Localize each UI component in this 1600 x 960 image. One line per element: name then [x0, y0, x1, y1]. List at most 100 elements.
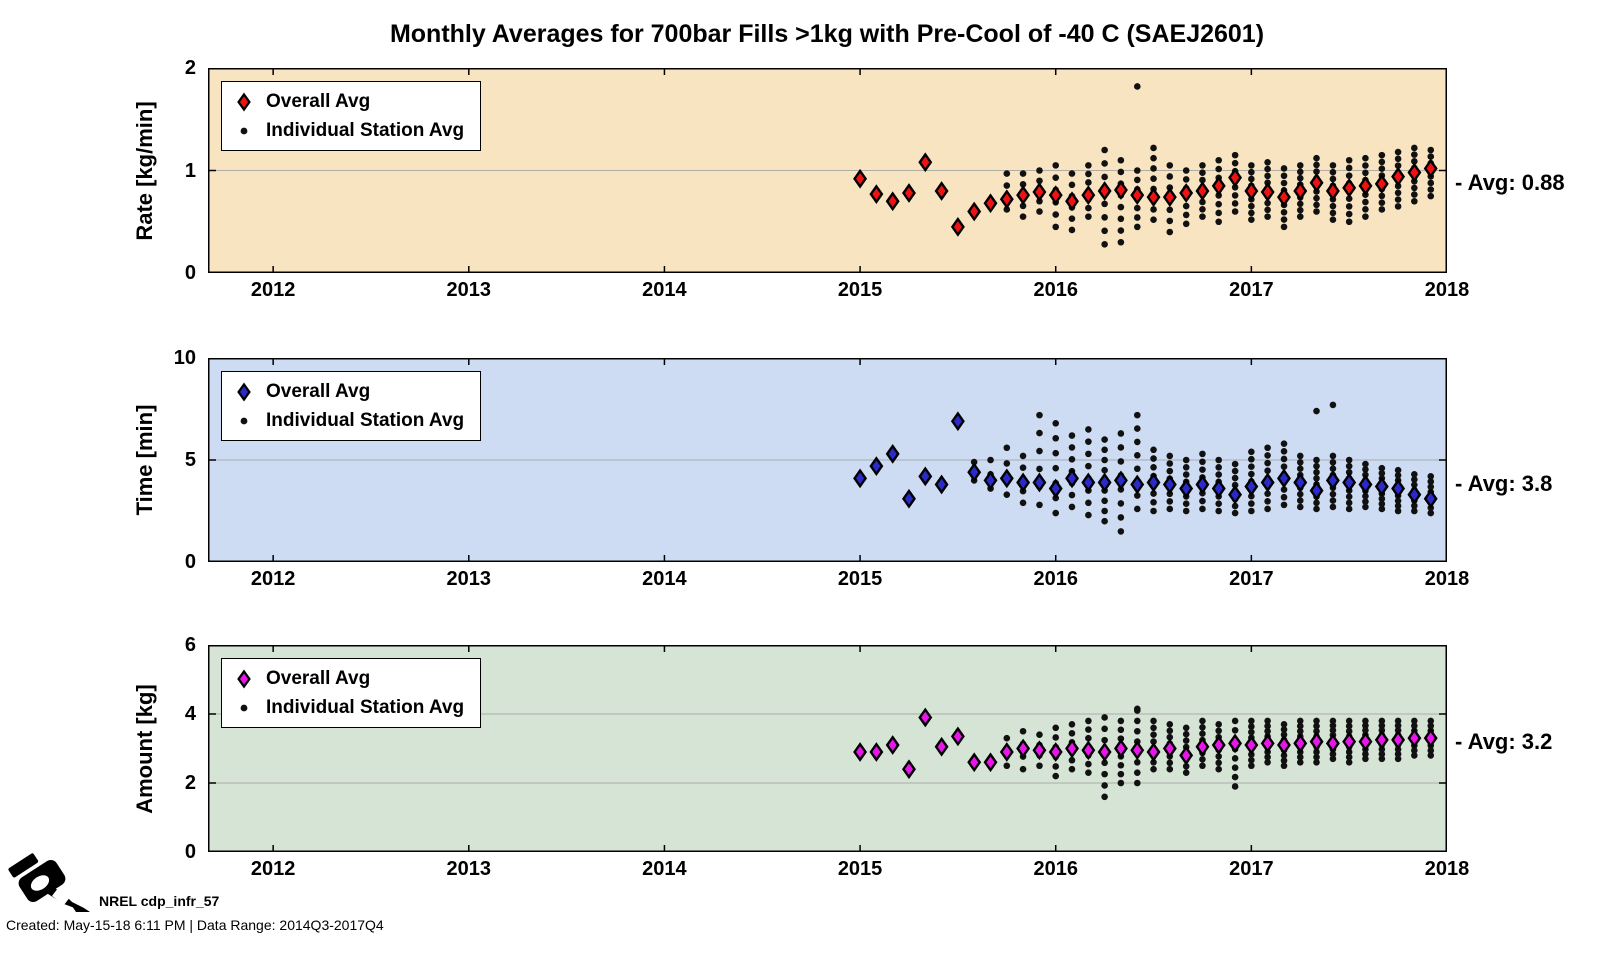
station-avg-dot	[1117, 227, 1125, 234]
station-avg-dot	[1199, 162, 1206, 169]
station-avg-dot	[1166, 206, 1174, 214]
station-avg-dot	[1280, 223, 1288, 231]
station-avg-dot	[1280, 448, 1288, 455]
station-avg-dot	[1411, 197, 1418, 205]
station-avg-dot	[1150, 154, 1157, 162]
station-avg-dot	[1296, 213, 1304, 220]
station-avg-dot	[1231, 717, 1239, 725]
station-avg-dot	[1264, 206, 1271, 214]
overall-avg-marker	[1260, 182, 1275, 202]
overall-avg-marker	[1211, 735, 1226, 755]
amount-legend: Overall Avg Individual Station Avg	[221, 658, 482, 728]
legend-overall-label: Overall Avg	[266, 380, 371, 402]
station-avg-dot	[1019, 181, 1027, 188]
station-avg-dot	[1394, 466, 1402, 474]
station-avg-dot	[1036, 177, 1043, 185]
station-avg-dot	[1329, 717, 1337, 725]
legend-overall-label: Overall Avg	[266, 90, 371, 112]
overall-avg-marker	[1016, 185, 1031, 205]
station-avg-dot	[1378, 717, 1386, 725]
overall-avg-marker	[918, 152, 933, 173]
overall-avg-marker	[1081, 740, 1096, 761]
station-avg-dot	[1248, 463, 1255, 470]
station-avg-dot	[1182, 500, 1190, 508]
station-avg-dot	[1101, 160, 1108, 167]
station-avg-dot	[1394, 717, 1402, 725]
station-avg-dot	[1264, 213, 1271, 220]
station-avg-dot	[1199, 458, 1206, 466]
station-avg-dot	[1378, 206, 1386, 213]
x-tick-label: 2013	[446, 568, 492, 590]
overall-avg-marker	[1097, 181, 1112, 201]
y-tick-label: 2	[184, 57, 196, 79]
overall-avg-marker	[902, 759, 916, 780]
overall-avg-marker	[869, 184, 884, 204]
station-avg-dot	[1117, 735, 1125, 742]
station-avg-dot	[1264, 459, 1271, 467]
station-avg-dot	[1345, 759, 1353, 766]
rate-plot-canvas	[208, 68, 1447, 273]
x-tick-label: 2018	[1424, 858, 1470, 880]
station-avg-dot	[1313, 727, 1320, 735]
station-avg-dot	[1231, 773, 1239, 781]
station-avg-dot	[1296, 452, 1304, 460]
station-avg-dot	[1411, 191, 1418, 198]
station-avg-dot	[1150, 455, 1157, 462]
station-avg-dot	[1362, 727, 1369, 734]
station-avg-dot	[1199, 169, 1206, 176]
station-avg-dot	[1248, 209, 1255, 217]
station-avg-dot	[1133, 759, 1141, 766]
station-avg-dot	[1296, 200, 1304, 208]
overall-avg-marker	[1048, 185, 1063, 205]
station-avg-dot	[1052, 223, 1060, 231]
station-avg-dot	[1362, 213, 1369, 220]
station-avg-dot	[1019, 170, 1027, 177]
overall-avg-marker	[1032, 472, 1047, 493]
overall-avg-marker	[1146, 187, 1161, 208]
station-avg-dot	[1313, 462, 1320, 470]
station-avg-dot	[1329, 458, 1337, 466]
station-avg-dot	[1003, 206, 1011, 213]
station-avg-dot	[1313, 168, 1320, 175]
station-avg-dot	[1199, 730, 1206, 738]
station-avg-dot	[1068, 170, 1076, 177]
station-avg-dot	[1313, 201, 1320, 209]
station-avg-dot	[1150, 175, 1157, 182]
overall-avg-marker	[1195, 474, 1210, 495]
overall-avg-marker	[1260, 733, 1275, 754]
station-avg-dot	[1296, 753, 1304, 761]
station-avg-dot	[1150, 759, 1157, 766]
station-avg-dot	[1166, 467, 1174, 475]
overall-avg-marker	[1276, 468, 1291, 489]
station-avg-dot	[1068, 456, 1076, 463]
station-avg-dot	[1296, 497, 1304, 504]
overall-avg-marker	[1374, 729, 1389, 750]
station-avg-dot	[1036, 208, 1043, 215]
station-avg-dot	[1362, 162, 1369, 169]
overall-avg-marker	[1358, 175, 1373, 196]
station-avg-dot	[1378, 469, 1386, 477]
legend-row-overall: Overall Avg	[234, 377, 464, 406]
station-avg-dot	[1182, 737, 1190, 744]
overall-avg-marker	[1407, 162, 1422, 183]
station-avg-dot	[1248, 168, 1255, 176]
legend-row-individual: Individual Station Avg	[234, 693, 464, 722]
station-avg-dot	[1182, 769, 1190, 776]
overall-avg-marker	[1374, 173, 1389, 194]
station-avg-dot	[1150, 446, 1157, 454]
station-avg-dot	[1182, 730, 1190, 738]
legend-individual-label: Individual Station Avg	[266, 119, 465, 141]
station-avg-dot	[1264, 165, 1271, 173]
x-tick-label: 2015	[837, 858, 883, 880]
station-avg-dot	[1166, 733, 1174, 741]
station-avg-dot	[1329, 750, 1337, 758]
station-avg-dot	[1117, 430, 1125, 437]
station-avg-dot	[1280, 762, 1288, 770]
station-avg-dot	[987, 456, 994, 464]
station-avg-dot	[1280, 165, 1288, 172]
station-avg-dot	[1068, 765, 1076, 773]
station-avg-dot	[1427, 153, 1435, 160]
station-avg-dot	[1313, 194, 1320, 202]
station-avg-dot	[1068, 181, 1076, 189]
footer-created-line: Created: May-15-18 6:11 PM | Data Range:…	[6, 917, 384, 933]
